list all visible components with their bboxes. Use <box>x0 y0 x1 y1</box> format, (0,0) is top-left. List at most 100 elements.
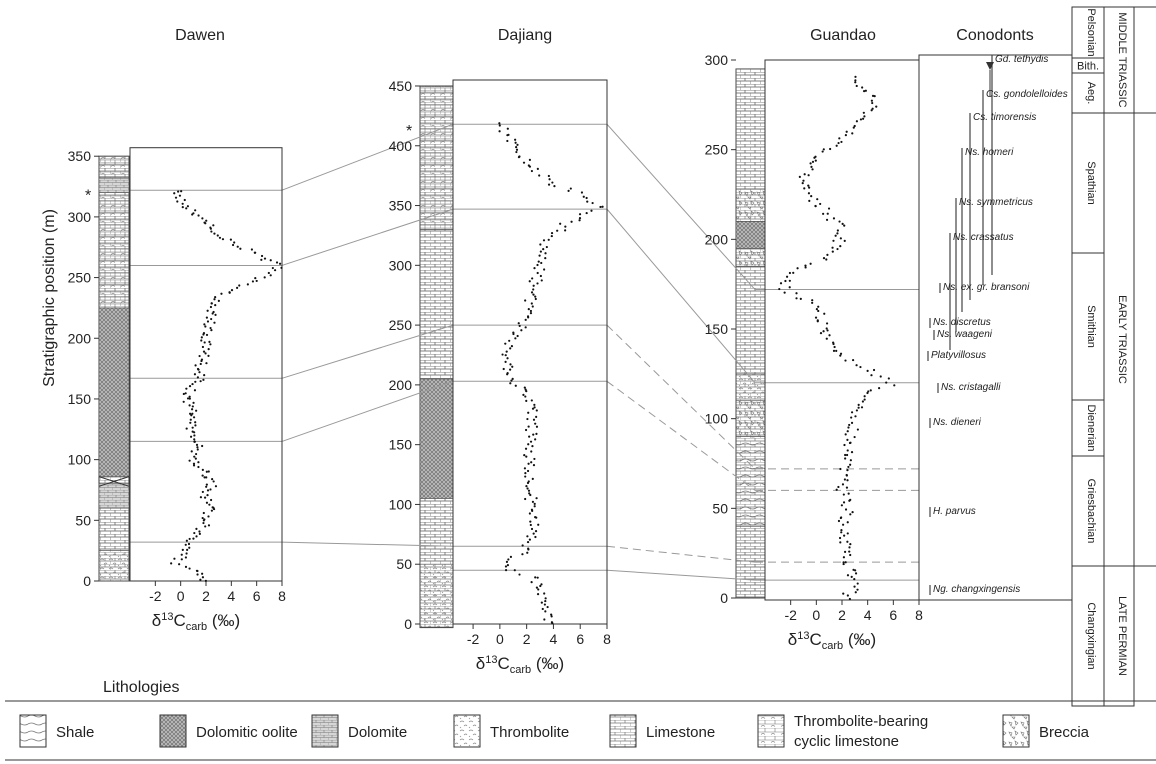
data-point <box>213 298 216 301</box>
data-point <box>220 292 223 295</box>
data-point <box>847 465 850 469</box>
data-point <box>526 469 530 473</box>
data-point <box>529 523 532 527</box>
data-point <box>205 316 208 319</box>
data-point <box>201 468 204 471</box>
data-point <box>514 384 517 387</box>
data-point <box>193 389 197 392</box>
correlation-line <box>606 324 756 470</box>
data-point <box>540 583 543 586</box>
x-tick-label: -2 <box>784 607 797 623</box>
data-point <box>214 303 217 307</box>
conodont-taxon: Ns. symmetricus <box>959 197 1033 208</box>
data-point <box>795 292 798 295</box>
data-point <box>181 548 184 552</box>
data-point <box>203 341 206 344</box>
data-point <box>869 389 872 392</box>
y-tick-label: 0 <box>720 590 728 606</box>
data-point <box>531 305 534 308</box>
data-point <box>527 425 530 428</box>
data-point <box>520 329 523 332</box>
data-point <box>537 523 540 526</box>
data-point <box>825 258 828 261</box>
lithology-band <box>98 307 130 477</box>
correlation-line <box>606 208 756 384</box>
data-point <box>546 605 549 609</box>
data-point <box>250 248 254 251</box>
data-point <box>839 237 842 240</box>
legend-swatch <box>19 714 47 748</box>
data-point <box>878 386 881 390</box>
data-point <box>188 567 191 570</box>
star-marker: * <box>85 188 91 205</box>
data-point <box>849 441 852 444</box>
data-point <box>863 115 866 118</box>
data-point <box>205 476 208 479</box>
y-tick-label: 50 <box>75 512 91 528</box>
lithology-band <box>735 436 766 527</box>
data-point <box>206 320 210 323</box>
data-point <box>843 550 847 553</box>
x-axis-label: δ13Ccarb (‰) <box>788 630 876 652</box>
data-point <box>838 137 841 140</box>
data-point <box>230 289 234 292</box>
data-point <box>580 191 584 194</box>
lithology-band <box>735 265 766 375</box>
data-point <box>203 476 206 479</box>
data-point <box>514 138 517 141</box>
data-point <box>205 362 208 365</box>
data-point <box>543 603 546 606</box>
y-tick-label: 300 <box>705 52 729 68</box>
data-point <box>527 547 530 550</box>
data-point <box>181 206 184 209</box>
data-point <box>207 524 211 527</box>
data-point <box>808 199 811 202</box>
data-point <box>526 315 530 318</box>
data-point <box>533 505 536 508</box>
data-point <box>527 462 530 465</box>
data-point <box>203 323 206 326</box>
data-point <box>846 521 849 524</box>
data-point <box>221 238 225 241</box>
data-point <box>851 132 854 135</box>
x-tick-label: 6 <box>889 607 897 623</box>
data-point <box>527 164 530 167</box>
data-point <box>536 271 539 275</box>
conodont-taxon: Ns. waageni <box>937 329 993 340</box>
data-point <box>528 538 531 541</box>
data-point <box>817 309 820 313</box>
data-point <box>843 478 847 481</box>
lithology-band <box>98 192 130 309</box>
data-point <box>178 194 182 197</box>
data-point <box>817 305 820 308</box>
data-point <box>200 336 203 339</box>
data-point <box>819 202 822 206</box>
data-point <box>545 245 548 249</box>
data-point <box>522 393 525 396</box>
data-point <box>846 449 849 452</box>
data-point <box>859 118 863 121</box>
legend-label: Thrombolite-bearing <box>794 713 928 730</box>
conodont-taxon: Ns. homeri <box>965 147 1014 158</box>
data-point <box>269 274 272 277</box>
data-point <box>845 130 848 133</box>
data-point <box>185 427 188 430</box>
data-point <box>506 357 509 360</box>
stage-label: Bith. <box>1077 61 1099 73</box>
data-point <box>825 327 828 330</box>
legend-label: Dolomitic oolite <box>196 724 298 741</box>
data-point <box>837 141 840 145</box>
y-tick-label: 100 <box>705 411 729 427</box>
data-point <box>198 371 201 374</box>
data-point <box>591 201 594 205</box>
data-point <box>526 551 529 554</box>
conodont-taxon: Ns. cristagalli <box>941 382 1001 393</box>
data-point <box>530 169 534 173</box>
data-point <box>867 390 870 393</box>
data-point <box>205 219 208 222</box>
data-point <box>170 562 173 565</box>
conodont-title: Conodonts <box>956 27 1033 44</box>
data-point <box>856 588 859 591</box>
data-point <box>873 94 876 98</box>
data-point <box>821 150 824 153</box>
